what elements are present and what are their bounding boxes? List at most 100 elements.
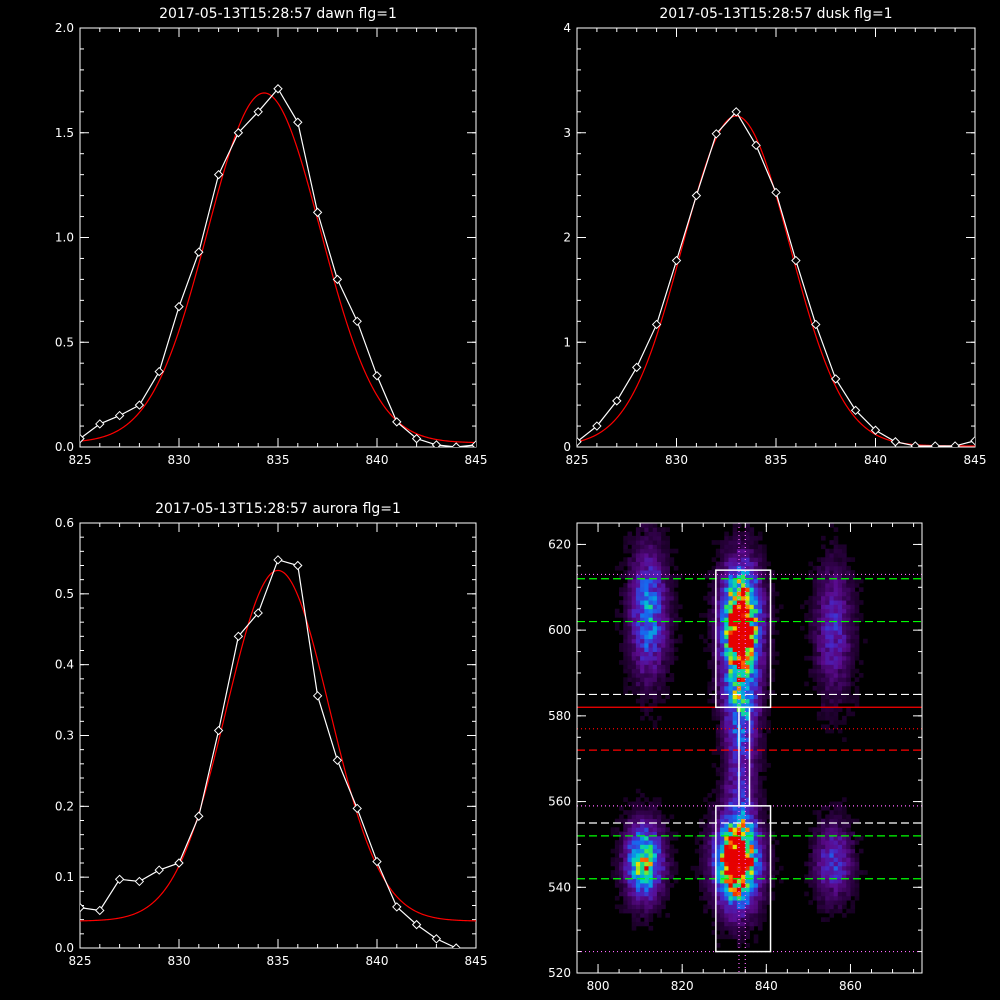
dusk-ytick-label: 3 — [563, 126, 571, 140]
aurora-xtick-label: 840 — [366, 954, 389, 968]
dusk-ytick-label: 1 — [563, 335, 571, 349]
dawn-data-point — [273, 84, 283, 94]
dawn-xtick-label: 825 — [69, 453, 92, 467]
dawn-data-point — [253, 107, 263, 117]
aurora-data-point — [372, 856, 382, 867]
dawn-panel: 825 830 835 840 845 0.0 0.5 1.0 1.5 2.0 2017-05-13… — [55, 6, 488, 467]
aurora-ytick-label: 0.2 — [55, 799, 74, 813]
aurora-data-point — [154, 865, 164, 875]
dawn-data-point — [80, 433, 85, 444]
aurora-ytick-label: 0.5 — [55, 587, 74, 601]
dusk-data-point — [870, 425, 881, 435]
dawn-data-point — [233, 128, 244, 138]
dusk-data-point — [671, 255, 682, 266]
dawn-ytick-label: 0.0 — [55, 440, 74, 454]
dusk-data-point — [850, 405, 861, 416]
dusk-xtick-label: 825 — [566, 453, 589, 467]
heatmap-xtick-label: 840 — [755, 979, 778, 993]
aurora-data-point — [194, 811, 204, 821]
dusk-data-point — [631, 362, 642, 373]
dusk-data-point — [651, 319, 662, 330]
aurora-data-point — [80, 902, 85, 913]
dusk-data-point — [751, 140, 761, 151]
aurora-data-point — [253, 608, 263, 618]
aurora-xtick-label: 830 — [168, 954, 191, 968]
heatmap-xtick-label: 800 — [587, 979, 610, 993]
aurora-ytick-label: 0.4 — [55, 658, 74, 672]
dawn-data-point — [352, 316, 362, 327]
dawn-data-point — [431, 440, 442, 447]
dawn-xtick-label: 830 — [168, 453, 191, 467]
dawn-data-point — [174, 301, 184, 312]
aurora-data-point — [134, 876, 145, 887]
dawn-data-point — [372, 371, 382, 381]
heatmap-ytick-label: 600 — [548, 623, 571, 637]
dusk-xtick-label: 835 — [765, 453, 788, 467]
aurora-ytick-label: 0.6 — [55, 516, 74, 530]
dawn-ytick-label: 0.5 — [55, 335, 74, 349]
dawn-data-point — [332, 274, 343, 285]
dusk-data-point — [910, 441, 921, 447]
dawn-ytick-label: 1.5 — [55, 126, 74, 140]
dawn-data-point — [154, 366, 164, 377]
aurora-title: 2017-05-13T15:28:57 aurora flg=1 — [155, 501, 401, 517]
aurora-data-point — [392, 902, 402, 912]
aurora-ytick-label: 0.1 — [55, 870, 74, 884]
aurora-data-point — [312, 691, 323, 701]
dawn-data-point — [293, 117, 303, 127]
dawn-data-point — [411, 433, 422, 444]
dawn-xtick-label: 845 — [465, 453, 488, 467]
dusk-data-point — [930, 441, 940, 447]
aurora-data-point — [174, 858, 184, 868]
aurora-panel: 825 830 835 840 845 0.0 0.1 0.2 0.3 0.4 0.5 0.6 2017… — [55, 501, 488, 968]
dawn-data-point — [392, 417, 402, 427]
heatmap-xtick-label: 820 — [671, 979, 694, 993]
dawn-ytick-label: 2.0 — [55, 21, 74, 35]
dawn-data-point — [194, 247, 204, 257]
aurora-data-point — [293, 560, 303, 571]
aurora-data-point — [95, 905, 105, 916]
aurora-xtick-label: 845 — [465, 954, 488, 968]
dusk-data-point — [731, 107, 741, 117]
dawn-ytick-label: 1.0 — [55, 231, 74, 245]
dusk-xtick-label: 845 — [964, 453, 987, 467]
aurora-data-point — [332, 755, 343, 765]
aurora-data-point — [431, 934, 442, 944]
dusk-panel: 825 830 835 840 845 0 1 2 3 4 2017-05-13T15:28:57 … — [563, 6, 986, 467]
dusk-data-point — [970, 436, 975, 446]
dusk-data-point — [691, 190, 702, 201]
dusk-xtick-label: 840 — [864, 453, 887, 467]
heatmap-ytick-label: 580 — [548, 709, 571, 723]
dusk-data-point — [577, 437, 582, 447]
dusk-data-point — [711, 129, 722, 139]
heatmap-image — [577, 523, 922, 973]
dusk-data-point — [592, 421, 602, 431]
dawn-data-point — [451, 442, 461, 447]
dusk-data-point — [612, 396, 622, 406]
dusk-xtick-label: 830 — [665, 453, 688, 467]
aurora-ytick-label: 0.0 — [55, 941, 74, 955]
dusk-data-point — [950, 441, 960, 447]
aurora-data-point — [352, 803, 362, 814]
dusk-ytick-label: 4 — [563, 21, 571, 35]
aurora-ytick-label: 0.3 — [55, 729, 74, 743]
heatmap-ytick-label: 520 — [548, 966, 571, 980]
aurora-xtick-label: 825 — [69, 954, 92, 968]
heatmap-plot-frame — [576, 522, 923, 974]
dawn-data-point — [95, 419, 105, 429]
dawn-data-point — [134, 400, 145, 410]
dawn-data-point — [312, 207, 323, 218]
dusk-ytick-label: 2 — [563, 231, 571, 245]
dawn-fit-curve — [80, 92, 476, 444]
aurora-fit-curve — [80, 569, 476, 922]
aurora-data-point — [114, 874, 125, 884]
dusk-data-point — [830, 374, 841, 384]
aurora-data-line — [80, 559, 457, 948]
heatmap-ytick-label: 620 — [548, 537, 571, 551]
dawn-data-point — [213, 169, 224, 180]
aurora-data-point — [233, 631, 244, 642]
dawn-data-point — [471, 440, 476, 447]
heatmap-panel: 800 820 840 860 520 540 560 580 600 620 — [548, 522, 923, 993]
dusk-data-point — [811, 319, 821, 330]
